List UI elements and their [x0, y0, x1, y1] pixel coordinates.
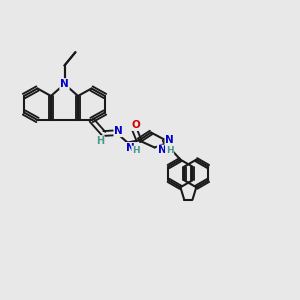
Text: N: N: [165, 135, 174, 145]
Text: O: O: [132, 120, 140, 130]
Text: H: H: [166, 146, 173, 155]
Text: H: H: [96, 136, 104, 146]
Text: N: N: [114, 126, 123, 136]
Text: H: H: [132, 146, 140, 155]
Text: N: N: [158, 146, 167, 155]
Text: N: N: [125, 143, 134, 153]
Text: N: N: [60, 79, 69, 89]
